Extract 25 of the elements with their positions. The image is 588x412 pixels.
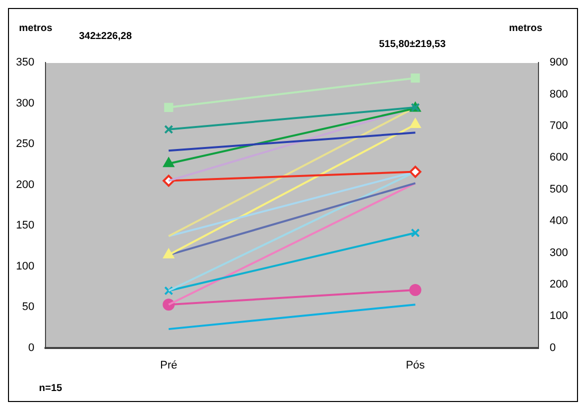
y2-tick-label: 300 [550, 246, 568, 259]
y-tick-label: 50 [22, 301, 34, 314]
text: 342±226,28 [79, 31, 132, 42]
y-tick-label: 150 [16, 220, 34, 232]
y2-tick-label: 200 [550, 278, 568, 290]
y2-tick-label: 400 [550, 215, 568, 228]
y2-tick-label: 100 [550, 310, 568, 322]
y2-tick-label: 700 [550, 120, 568, 132]
y-tick-label: 100 [16, 260, 34, 272]
y2-tick-label: 600 [550, 152, 568, 164]
y-axis-title: metros [19, 23, 52, 34]
y2-tick-label: 0 [550, 342, 556, 354]
y2-tick-label: 900 [550, 56, 568, 69]
y2-axis-title: metros [509, 23, 542, 34]
text: 515,80±219,53 [379, 39, 446, 50]
y2-tick-label: 500 [550, 183, 568, 196]
y-tick-label: 250 [16, 138, 34, 150]
y-tick-label: 300 [16, 97, 34, 110]
x-tick-label: Pós [406, 359, 426, 372]
x-tick-label: Pré [160, 359, 178, 372]
y-tick-label: 200 [16, 178, 34, 191]
text: n=15 [39, 383, 62, 394]
y-tick-label: 350 [16, 56, 34, 69]
y2-tick-label: 800 [550, 88, 568, 100]
y-tick-label: 0 [28, 342, 34, 354]
